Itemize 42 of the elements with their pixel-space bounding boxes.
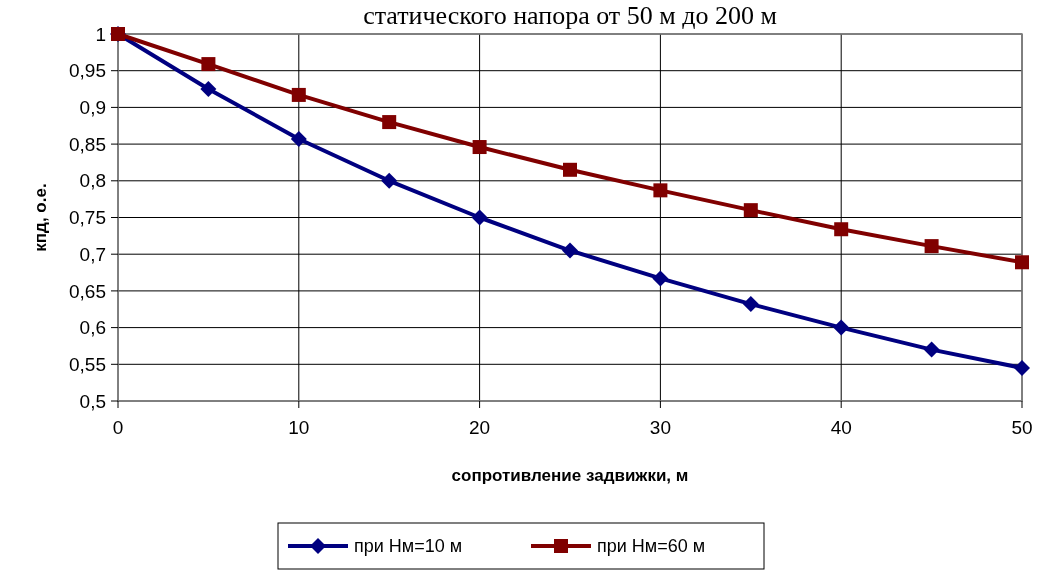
point	[833, 319, 850, 336]
x-tick-label: 40	[830, 417, 852, 438]
point	[652, 270, 669, 287]
point	[291, 87, 306, 102]
y-tick-label: 0,95	[69, 60, 106, 82]
legend-label: при Hм=10 м	[354, 536, 463, 557]
point	[923, 341, 940, 358]
x-tick-label: 30	[649, 417, 671, 438]
point	[1014, 359, 1030, 376]
y-tick-label: 0,7	[79, 243, 106, 265]
x-tick-label: 50	[1011, 417, 1033, 438]
x-tick-label: 0	[112, 417, 124, 438]
y-tick-label: 0,85	[69, 133, 106, 155]
point	[290, 130, 307, 147]
chart-title: статического напора от 50 м до 200 м	[363, 1, 777, 30]
point	[742, 296, 759, 313]
point	[563, 162, 577, 177]
point	[562, 242, 578, 259]
point	[382, 115, 397, 130]
y-tick-label: 0,75	[69, 207, 106, 229]
point	[201, 57, 216, 72]
y-tick-label: 0,9	[79, 97, 106, 119]
x-axis-title: сопротивление задвижки, м	[451, 466, 689, 485]
legend-label: при Hм=60 м	[597, 536, 706, 557]
y-tick-label: 1	[95, 23, 106, 45]
point	[472, 140, 487, 155]
y-tick-label: 0,5	[79, 390, 106, 412]
x-tick-label: 10	[288, 417, 310, 438]
y-tick-label: 0,8	[79, 170, 106, 192]
point	[743, 203, 758, 218]
point	[1015, 255, 1029, 270]
y-tick-label: 0,55	[69, 353, 106, 375]
point	[834, 222, 849, 237]
x-tick-label: 20	[469, 417, 491, 438]
y-axis-title: кпд, о.е.	[31, 183, 50, 252]
point	[200, 81, 217, 98]
point	[653, 183, 668, 198]
point	[924, 239, 939, 254]
y-tick-label: 0,6	[79, 317, 106, 339]
point	[381, 172, 398, 189]
point	[471, 209, 488, 226]
y-tick-label: 0,65	[69, 280, 106, 302]
